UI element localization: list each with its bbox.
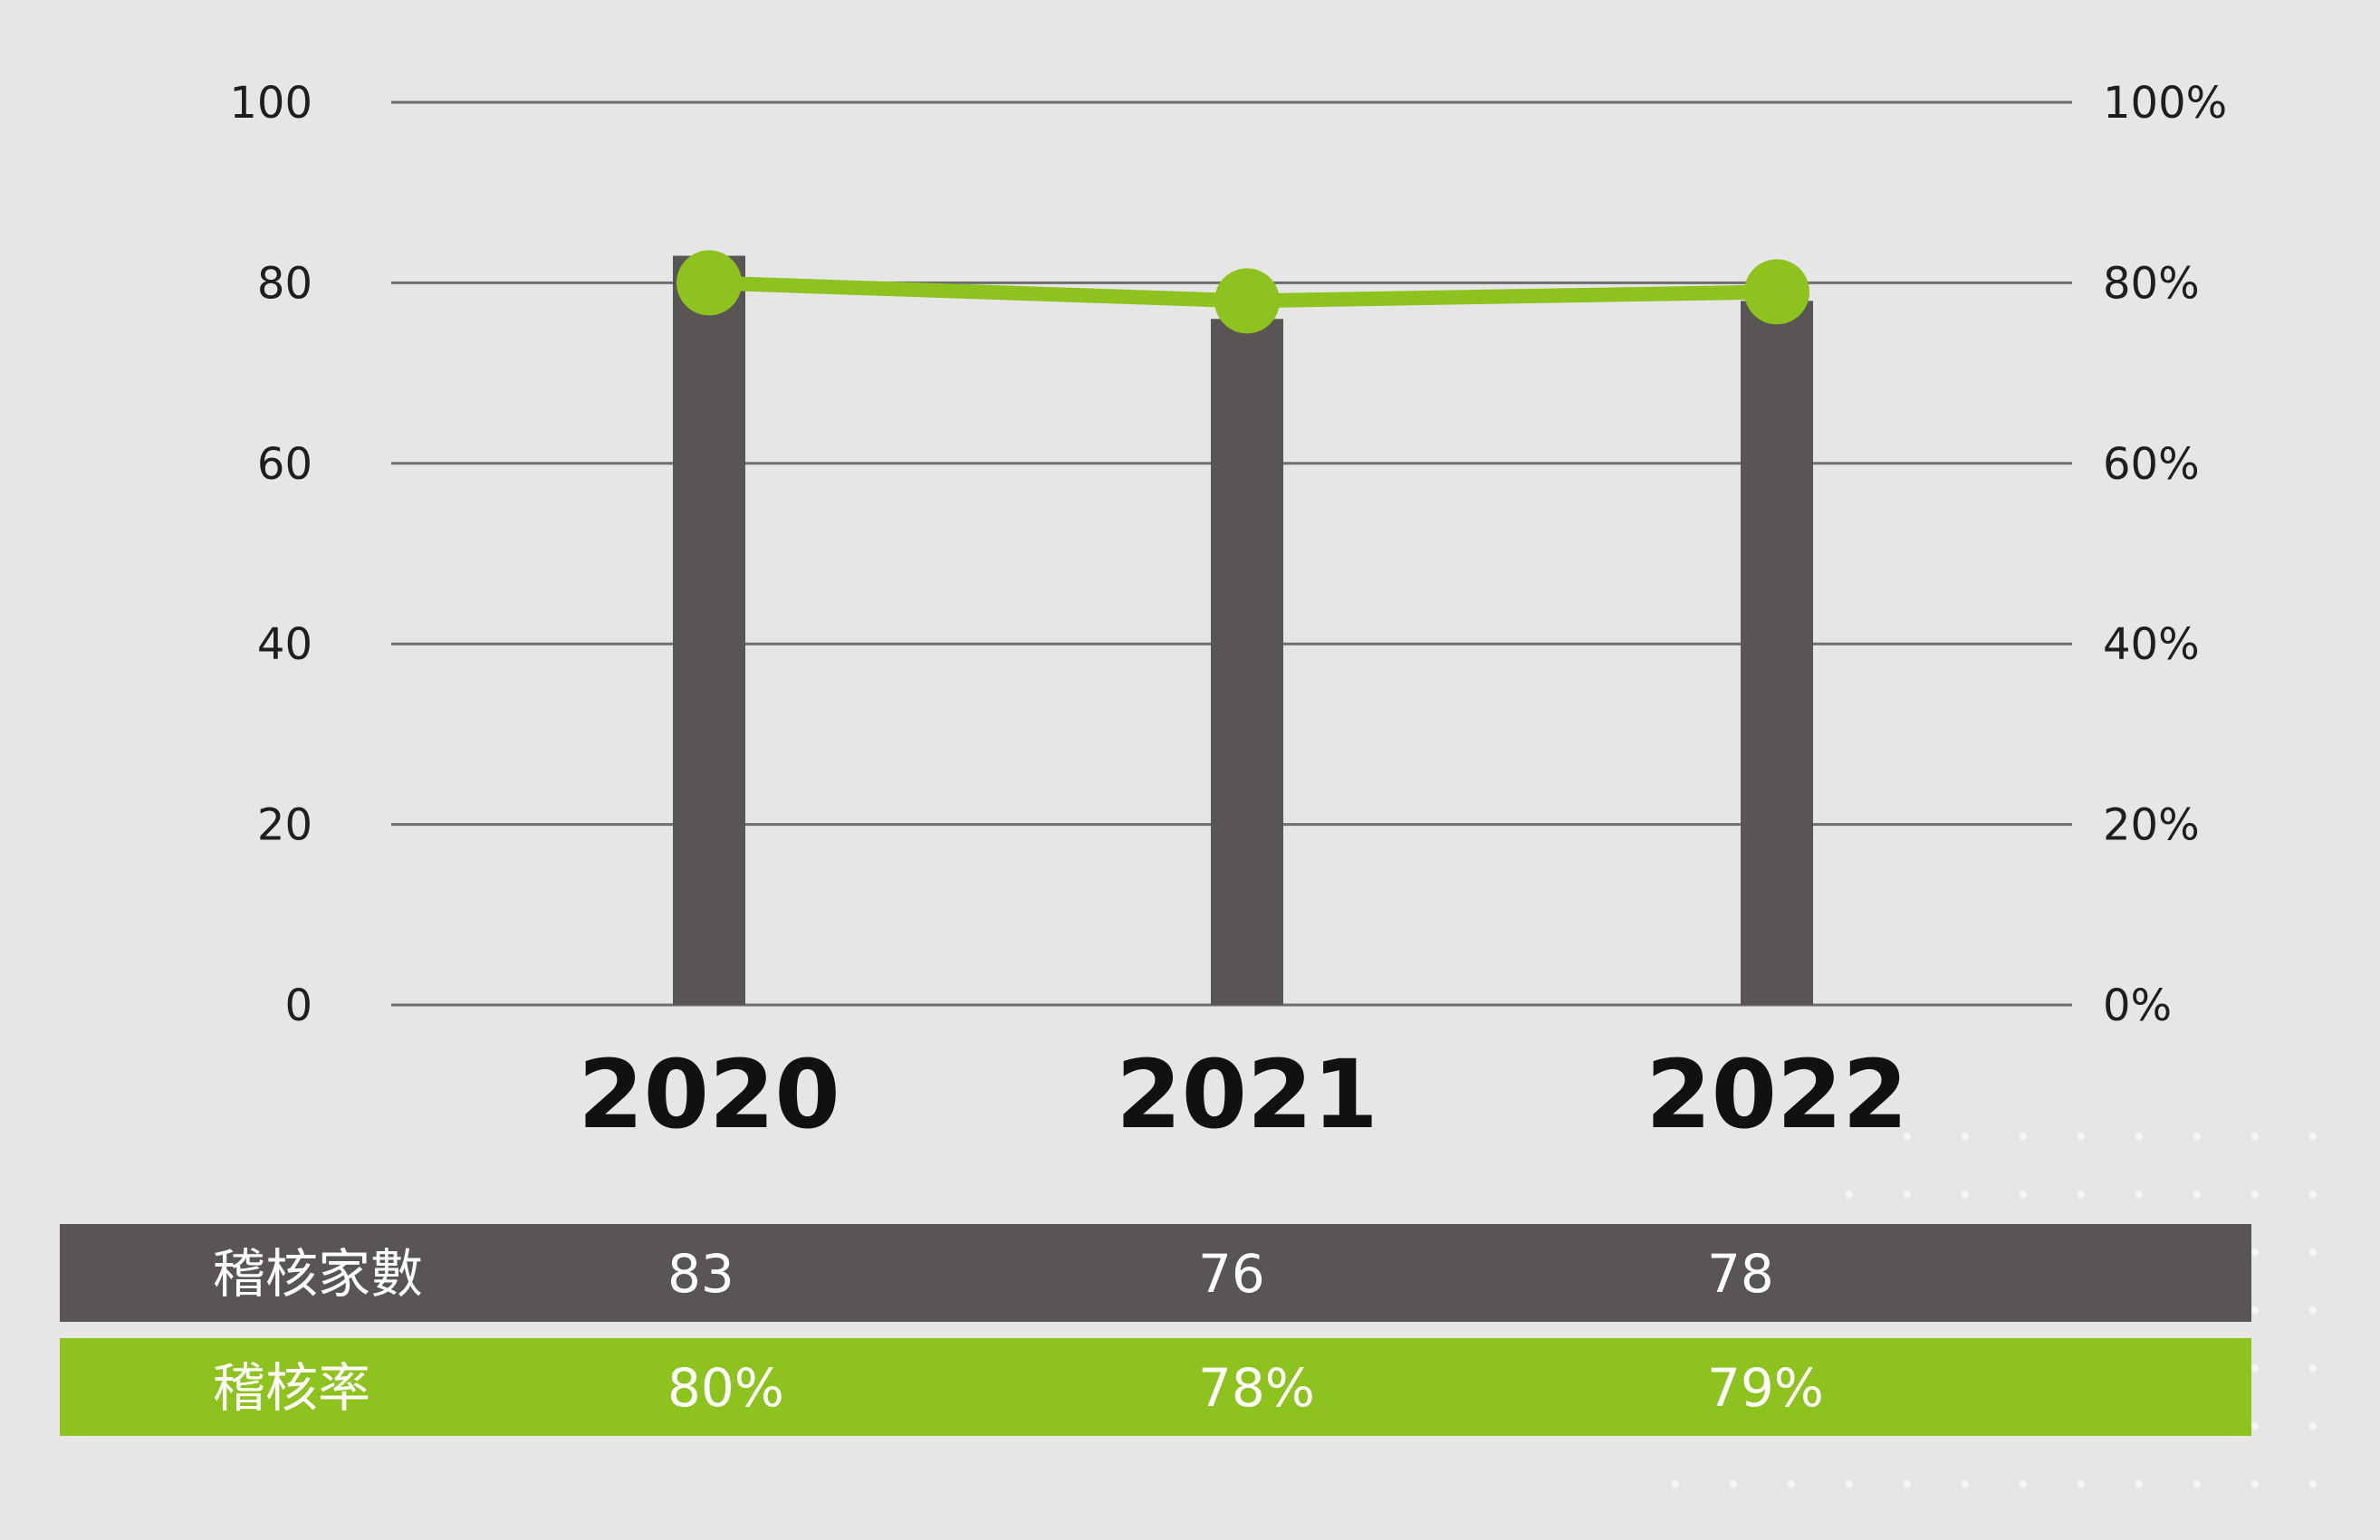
bar-2021 [1211, 319, 1283, 1005]
left-tick-label: 60 [257, 439, 312, 490]
decor-dot [2020, 1191, 2027, 1198]
decor-dot [1672, 1480, 1679, 1487]
rate-point-2020 [677, 250, 742, 316]
left-tick-label: 80 [257, 258, 312, 309]
decor-dot [2193, 1480, 2201, 1487]
right-tick-label: 80% [2103, 258, 2200, 309]
decor-dot [2193, 1133, 2201, 1140]
left-axis-ticks: 0 20 40 60 80 100 [229, 78, 312, 1031]
decor-dot [2309, 1133, 2317, 1140]
decor-dot [1904, 1480, 1911, 1487]
rate-point-2022 [1744, 259, 1809, 325]
table-cell: 79% [1707, 1357, 1824, 1419]
decor-dot [2020, 1133, 2027, 1140]
decor-dot [2309, 1306, 2317, 1314]
decor-dot [2251, 1364, 2259, 1372]
decor-dot [1962, 1191, 1969, 1198]
decor-dot [2135, 1133, 2143, 1140]
decor-dot [2251, 1133, 2259, 1140]
right-tick-label: 40% [2103, 619, 2200, 670]
category-labels: 2020 2021 2022 [578, 1039, 1907, 1150]
decor-dot [2309, 1422, 2317, 1430]
decor-dot [2309, 1191, 2317, 1198]
decor-dot [1788, 1480, 1795, 1487]
decor-dot [1962, 1480, 1969, 1487]
data-table: 稽核家數 83 76 78 稽核率 80% 78% 79% [60, 1224, 2251, 1436]
right-tick-label: 20% [2103, 800, 2200, 851]
right-axis-ticks: 0% 20% 40% 60% 80% 100% [2103, 78, 2227, 1031]
left-tick-label: 40 [257, 619, 312, 670]
decor-dot [2251, 1422, 2259, 1430]
right-tick-label: 0% [2103, 980, 2172, 1031]
left-tick-label: 20 [257, 800, 312, 851]
rate-point-2021 [1214, 268, 1280, 334]
bar-series [673, 255, 1813, 1006]
decor-dot [2251, 1191, 2259, 1198]
bar-2022 [1741, 301, 1813, 1006]
decor-dot [1846, 1191, 1853, 1198]
decor-dot [1730, 1480, 1737, 1487]
decor-dot [2309, 1364, 2317, 1372]
decor-dot [2135, 1191, 2143, 1198]
table-cell: 80% [667, 1357, 784, 1419]
table-cell: 78 [1707, 1243, 1774, 1305]
table-row [60, 1338, 2251, 1436]
decor-dot [2251, 1306, 2259, 1314]
table-cell: 76 [1198, 1243, 1265, 1305]
decor-dot [2078, 1133, 2085, 1140]
line-series [677, 250, 1809, 334]
decor-dot [2078, 1191, 2085, 1198]
decor-dot [1904, 1191, 1911, 1198]
category-label: 2022 [1646, 1039, 1907, 1150]
left-tick-label: 0 [284, 980, 312, 1031]
table-row-label: 稽核率 [213, 1357, 370, 1419]
decor-dot [2078, 1480, 2085, 1487]
left-tick-label: 100 [229, 78, 312, 129]
decor-dot [1962, 1133, 1969, 1140]
bar-2020 [673, 255, 745, 1005]
table-cell: 78% [1198, 1357, 1315, 1419]
decor-dot [1846, 1480, 1853, 1487]
decor-dot [2251, 1480, 2259, 1487]
table-row [60, 1224, 2251, 1322]
category-label: 2020 [578, 1039, 840, 1150]
decor-dot [2020, 1480, 2027, 1487]
category-label: 2021 [1116, 1039, 1377, 1150]
table-cell: 83 [667, 1243, 734, 1305]
decor-dot [2251, 1248, 2259, 1256]
right-tick-label: 60% [2103, 439, 2200, 490]
decor-dot [2135, 1480, 2143, 1487]
decor-dot [2309, 1480, 2317, 1487]
decor-dot [1904, 1133, 1911, 1140]
decor-dot [2309, 1248, 2317, 1256]
decor-dot [2193, 1191, 2201, 1198]
right-tick-label: 100% [2103, 78, 2227, 129]
table-row-label: 稽核家數 [213, 1243, 423, 1305]
